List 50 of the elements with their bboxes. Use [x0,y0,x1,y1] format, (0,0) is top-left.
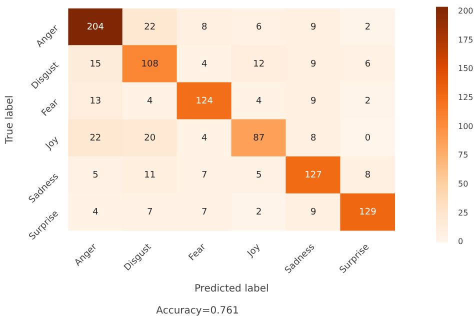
color-bar-label: 50 [458,179,468,188]
data-label: 22 [90,133,102,144]
y-tick-label: Joy [44,134,62,152]
data-label: 129 [359,208,377,218]
data-label: 9 [310,208,316,218]
data-label: 0 [364,133,371,144]
color-bar-label: 25 [458,208,468,218]
data-label: 7 [201,208,208,218]
data-label: 2 [256,208,262,218]
data-label: 8 [310,133,316,144]
data-label: 9 [310,96,316,106]
color-bar-label: 200 [458,6,474,16]
color-bar-label: 0 [458,237,464,246]
color-bar-label: 75 [458,150,468,160]
data-label: 87 [253,133,265,144]
data-label: 4 [92,208,99,218]
data-label: 7 [201,170,208,181]
data-label: 22 [144,22,156,32]
data-label: 8 [201,22,208,32]
data-label: 2 [364,96,371,106]
color-bar-label: 175 [458,35,474,44]
data-label: 13 [90,96,102,106]
data-label: 5 [256,170,262,181]
data-label: 20 [144,133,156,144]
data-label: 11 [144,170,156,181]
data-label: 12 [253,59,265,70]
data-label: 15 [90,59,102,70]
text: Accuracy=0.761 [156,306,239,317]
data-label: 9 [310,22,316,32]
data-label: 2 [364,22,371,32]
data-label: 127 [304,170,322,181]
data-label: 5 [92,170,98,181]
data-label: 4 [147,96,154,106]
data-label: 108 [141,59,159,70]
data-label: 7 [147,208,153,218]
data-label: 4 [256,96,262,106]
x-tick-label: Joy [245,242,264,260]
color-bar-label: 125 [458,92,474,102]
data-label: 6 [364,59,371,70]
y-axis-title: True label [4,95,16,145]
data-label: 4 [201,133,208,144]
color-bar-label: 100 [458,122,474,131]
data-label: 8 [364,170,371,181]
data-label: 6 [256,22,262,32]
data-label: 204 [86,22,104,32]
data-label: 9 [310,59,316,70]
data-label: 124 [196,96,214,106]
x-axis-title: Predicted label [194,284,269,295]
color-bar-label: 150 [458,64,474,74]
data-label: 4 [201,59,208,70]
